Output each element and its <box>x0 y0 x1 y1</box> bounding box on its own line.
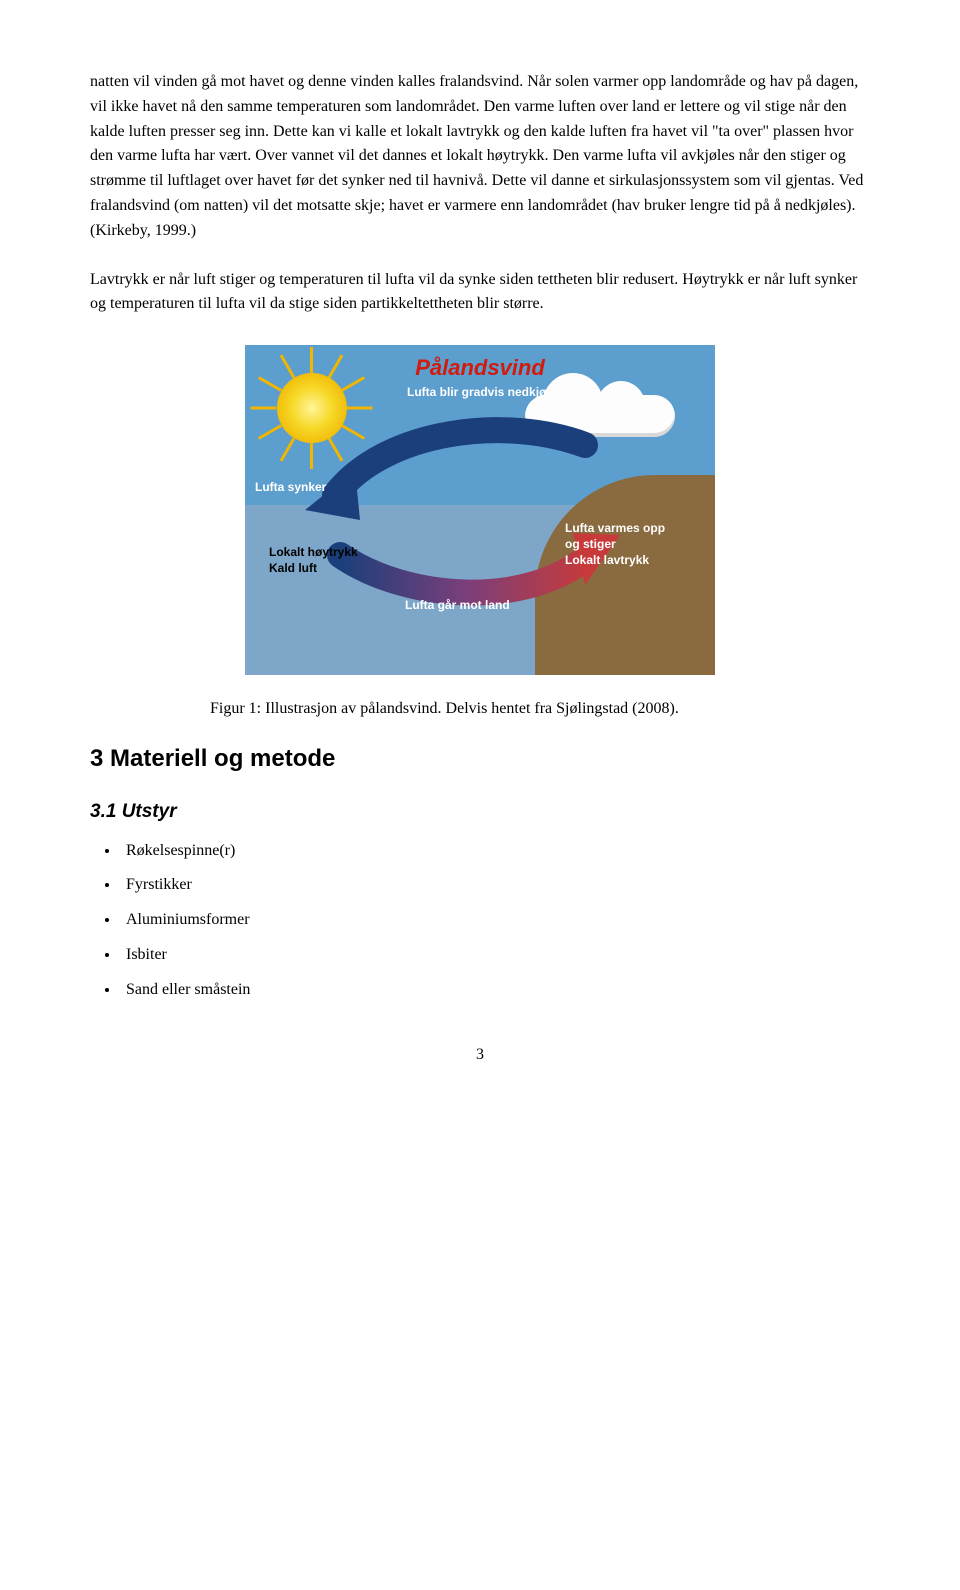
materials-list: Røkelsespinne(r) Fyrstikker Aluminiumsfo… <box>120 839 870 1003</box>
label-cold-air: Kald luft <box>269 561 317 577</box>
label-towards-land: Lufta går mot land <box>405 598 510 614</box>
paragraph-2: Lavtrykk er når luft stiger og temperatu… <box>90 268 870 318</box>
label-warms-1: Lufta varmes opp <box>565 521 665 537</box>
list-item: Sand eller småstein <box>120 978 870 1003</box>
list-item: Isbiter <box>120 943 870 968</box>
label-cooled: Lufta blir gradvis nedkjølt <box>407 385 554 401</box>
paragraph-1: natten vil vinden gå mot havet og denne … <box>90 70 870 244</box>
list-item: Røkelsespinne(r) <box>120 839 870 864</box>
list-item: Fyrstikker <box>120 873 870 898</box>
label-low-pressure: Lokalt lavtrykk <box>565 553 649 569</box>
heading-subsection-3-1: 3.1 Utstyr <box>90 797 870 826</box>
palandsvind-diagram: Pålandsvind Lufta blir gradvis nedkjølt … <box>245 345 715 675</box>
page-number: 3 <box>90 1043 870 1068</box>
list-item: Aluminiumsformer <box>120 908 870 933</box>
figure-caption: Figur 1: Illustrasjon av pålandsvind. De… <box>210 697 870 722</box>
label-high-pressure: Lokalt høytrykk <box>269 545 358 561</box>
diagram-title: Pålandsvind <box>245 351 715 385</box>
heading-section-3: 3 Materiell og metode <box>90 740 870 777</box>
label-warms-2: og stiger <box>565 537 616 553</box>
diagram-container: Pålandsvind Lufta blir gradvis nedkjølt … <box>90 345 870 675</box>
label-sinks: Lufta synker <box>255 480 326 496</box>
